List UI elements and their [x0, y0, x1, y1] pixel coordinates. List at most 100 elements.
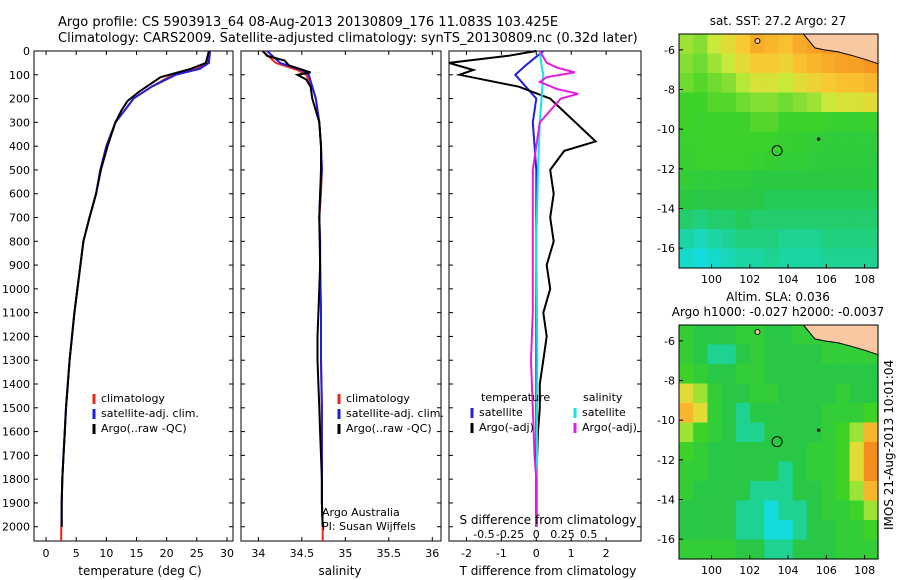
y-tick-label: 1100 — [2, 307, 30, 320]
heatmap-cell — [679, 112, 694, 133]
heatmap-cell — [735, 364, 751, 385]
argo-position-marker — [771, 436, 783, 448]
heatmap-cell — [821, 112, 836, 133]
heatmap-cell — [735, 209, 751, 230]
heatmap-cell — [806, 170, 822, 191]
heatmap-cell — [863, 461, 879, 482]
heatmap-cell — [707, 500, 723, 521]
heatmap-cell — [693, 383, 709, 404]
heatmap-cell — [721, 500, 737, 521]
sdiff-tick-label: -0.25 — [496, 528, 524, 541]
y-tick-label: 600 — [9, 188, 30, 201]
heatmap-cell — [863, 481, 879, 502]
heatmap-cell — [679, 229, 694, 250]
christmas-island-marker — [817, 428, 821, 432]
heatmap-cell — [792, 403, 808, 424]
heatmap-cell — [735, 461, 751, 482]
heatmap-cell — [735, 520, 751, 541]
y-tick-label: 1300 — [2, 354, 30, 367]
map-x-tick-label: 104 — [778, 564, 799, 577]
heatmap-cell — [707, 383, 723, 404]
heatmap-cell — [707, 539, 723, 560]
heatmap-cell — [750, 229, 765, 250]
heatmap-cell — [806, 92, 822, 113]
salinity-annotation-2: PI: Susan Wijffels — [322, 520, 416, 533]
heatmap-cell — [750, 364, 765, 385]
heatmap-cell — [792, 520, 808, 541]
legend-label: satellite-adj. clim. — [346, 407, 444, 420]
heatmap-cell — [693, 325, 709, 346]
heatmap-cell — [778, 190, 794, 211]
heatmap-cell — [750, 403, 765, 424]
heatmap-cell — [693, 403, 709, 424]
heatmap-cell — [735, 383, 751, 404]
x-tick-label: 0 — [533, 547, 540, 560]
heatmap-cell — [721, 344, 737, 365]
heatmap-cell — [735, 442, 751, 463]
heatmap-cell — [792, 92, 808, 113]
heatmap-cell — [806, 53, 822, 74]
series-line-2 — [535, 50, 545, 527]
heatmap-cell — [806, 500, 822, 521]
panel-frame — [448, 50, 642, 542]
heatmap-cell — [764, 190, 780, 211]
heatmap-cell — [735, 403, 751, 424]
heatmap-cell — [835, 481, 851, 502]
legend-label: satellite — [479, 406, 523, 419]
map-y-tick-label: -8 — [664, 84, 675, 97]
heatmap-cell — [693, 112, 709, 133]
heatmap-cell — [835, 92, 851, 113]
heatmap-cell — [693, 209, 709, 230]
temperature-xlabel: temperature (deg C) — [78, 564, 201, 578]
heatmap-cell — [806, 344, 822, 365]
x-tick-label: 2 — [603, 547, 610, 560]
heatmap-cell — [735, 170, 751, 191]
heatmap-cell — [750, 170, 765, 191]
heatmap-cell — [707, 112, 723, 133]
map-y-tick-label: -6 — [664, 335, 675, 348]
x-tick-label: 5 — [73, 547, 80, 560]
heatmap-cell — [679, 442, 694, 463]
heatmap-cell — [821, 520, 836, 541]
heatmap-cell — [821, 131, 836, 152]
heatmap-cell — [835, 53, 851, 74]
heatmap-cell — [778, 209, 794, 230]
heatmap-cell — [821, 500, 836, 521]
heatmap-cell — [721, 112, 737, 133]
heatmap-cell — [778, 151, 794, 172]
map-y-tick-label: -10 — [657, 414, 675, 427]
heatmap-cell — [835, 364, 851, 385]
heatmap-cell — [693, 92, 709, 113]
heatmap-cell — [693, 422, 709, 443]
sst-map-panel: 100 102 104 106 108 -6 -8 -10 -12 -14 -16 — [657, 33, 879, 286]
x-tick-label: 0 — [43, 547, 50, 560]
heatmap-cell — [806, 481, 822, 502]
heatmap-cell — [863, 92, 879, 113]
heatmap-cell — [792, 131, 808, 152]
heatmap-cell — [707, 190, 723, 211]
heatmap-cell — [863, 539, 879, 560]
heatmap-cell — [778, 442, 794, 463]
x-tick-label: -1 — [496, 547, 507, 560]
heatmap-cell — [735, 34, 751, 55]
heatmap-cell — [679, 131, 694, 152]
heatmap-cell — [707, 364, 723, 385]
heatmap-cell — [764, 520, 780, 541]
heatmap-cell — [679, 364, 694, 385]
heatmap-cell — [821, 151, 836, 172]
heatmap-cell — [679, 248, 694, 269]
temperature-panel: 0 5 10 15 20 25 300100200300400500600700800900… — [2, 45, 234, 560]
heatmap-cell — [693, 170, 709, 191]
heatmap-cell — [764, 344, 780, 365]
legend-header-temperature: temperature — [481, 391, 550, 404]
heatmap-cell — [806, 364, 822, 385]
heatmap-cell — [750, 151, 765, 172]
sst-map-title: sat. SST: 27.2 Argo: 27 — [710, 14, 847, 28]
heatmap-cell — [835, 73, 851, 94]
heatmap-cell — [721, 53, 737, 74]
heatmap-cell — [849, 383, 865, 404]
x-tick-label: 20 — [160, 547, 174, 560]
heatmap-cell — [735, 151, 751, 172]
map-y-tick-label: -14 — [657, 203, 675, 216]
heatmap-cell — [707, 34, 723, 55]
